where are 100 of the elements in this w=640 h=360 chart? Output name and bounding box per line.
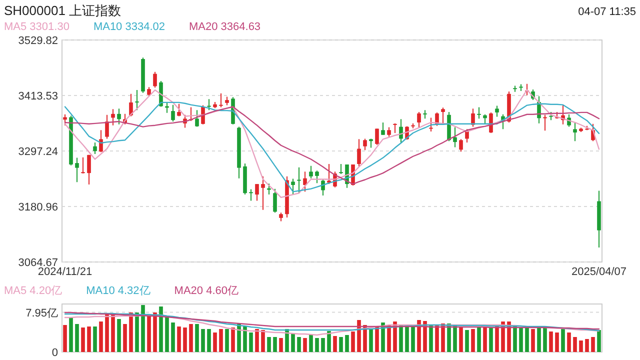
candlestick	[171, 104, 175, 122]
bar	[189, 324, 193, 352]
bar	[303, 338, 307, 352]
y-tick-label: 3413.53	[18, 90, 58, 102]
candlestick	[453, 126, 457, 148]
bar	[255, 329, 259, 352]
bar	[273, 337, 277, 352]
candlestick	[111, 108, 115, 126]
bar	[123, 324, 127, 352]
bar	[333, 336, 337, 352]
bar	[231, 328, 235, 352]
series-label: MA10 4.32亿	[86, 285, 150, 297]
series-label: MA20 4.60亿	[174, 285, 238, 297]
x-tick-label: 2024/11/21	[38, 266, 92, 278]
bar	[291, 334, 295, 352]
bar	[471, 329, 475, 352]
bar	[573, 337, 577, 352]
bar	[81, 328, 85, 352]
candlestick	[99, 130, 103, 153]
candlestick	[309, 165, 313, 179]
bar	[405, 326, 409, 352]
bar	[549, 332, 553, 352]
bar	[417, 320, 421, 352]
candlestick	[327, 164, 331, 185]
bar	[111, 314, 115, 352]
candlestick	[255, 184, 259, 202]
bar	[153, 312, 157, 352]
bar	[267, 337, 271, 352]
bar	[249, 332, 253, 352]
bar	[279, 338, 283, 352]
bar	[327, 331, 331, 352]
candlestick	[495, 105, 499, 118]
candlestick	[387, 126, 391, 138]
candlestick	[129, 93, 133, 117]
series-label: MA5 4.20亿	[4, 285, 62, 297]
bar	[513, 325, 517, 352]
candlestick	[93, 142, 97, 154]
bar	[243, 326, 247, 352]
x-tick-label: 2025/04/07	[571, 266, 627, 278]
candlestick	[63, 114, 67, 126]
candlestick	[81, 156, 85, 174]
y-tick-label: 0	[52, 347, 58, 359]
bar	[357, 320, 361, 352]
chart-title: SH000001 上证指数	[4, 3, 122, 18]
bar	[219, 329, 223, 352]
candlestick	[417, 111, 421, 128]
bar	[375, 326, 379, 352]
bar	[429, 325, 433, 352]
candlestick	[321, 178, 325, 196]
candlestick	[573, 122, 577, 142]
candlestick	[261, 176, 265, 210]
y-tick-label: 3529.82	[18, 35, 58, 47]
candlestick	[291, 178, 295, 196]
bar	[399, 325, 403, 352]
candlestick	[135, 90, 139, 111]
candlestick	[315, 170, 319, 184]
bar	[483, 328, 487, 352]
candlestick	[297, 166, 301, 194]
candlestick	[195, 110, 199, 128]
y-tick-label: 7.95亿	[26, 307, 58, 320]
candlestick	[75, 157, 79, 183]
candlestick	[219, 92, 223, 108]
candlestick	[87, 154, 91, 186]
candlestick	[489, 112, 493, 134]
bar	[75, 324, 79, 352]
bar	[321, 338, 325, 352]
bar	[201, 329, 205, 352]
candlestick	[375, 128, 379, 146]
bar	[351, 332, 355, 352]
bar	[519, 328, 523, 352]
bar	[105, 314, 109, 352]
bar	[597, 330, 601, 352]
candlestick	[117, 108, 121, 125]
bar	[435, 325, 439, 352]
candlestick	[369, 138, 373, 148]
y-tick-label: 3180.96	[18, 202, 58, 214]
bar	[207, 329, 211, 352]
bar	[177, 326, 181, 352]
bar	[567, 332, 571, 352]
candlestick	[273, 188, 277, 214]
bar	[411, 325, 415, 352]
bar	[63, 325, 67, 352]
bar	[225, 329, 229, 352]
bar	[525, 328, 529, 352]
bar	[561, 328, 565, 352]
text: MA10 3334.02	[93, 21, 165, 33]
bar	[213, 332, 217, 352]
candlestick	[381, 122, 385, 136]
bar	[315, 338, 319, 352]
y-tick-label: 3064.67	[18, 257, 58, 269]
candlestick	[207, 98, 211, 111]
bar	[237, 324, 241, 352]
bar	[441, 324, 445, 352]
candlestick	[105, 114, 109, 140]
bar	[87, 326, 91, 352]
bar	[135, 312, 139, 352]
bar	[477, 326, 481, 352]
bar	[543, 328, 547, 352]
bar	[297, 337, 301, 352]
candlestick	[543, 114, 547, 132]
